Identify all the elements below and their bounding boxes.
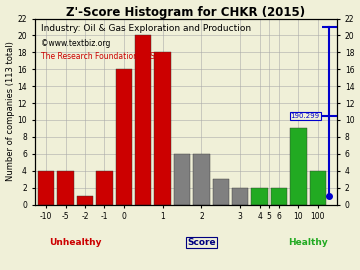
Text: Healthy: Healthy [288,238,328,247]
Text: ©www.textbiz.org: ©www.textbiz.org [41,39,110,48]
Bar [310,171,326,204]
Bar [232,188,248,204]
Bar [271,188,287,204]
Bar [38,171,54,204]
Text: The Research Foundation of SUNY: The Research Foundation of SUNY [41,52,170,61]
Text: Score: Score [187,238,216,247]
Title: Z'-Score Histogram for CHKR (2015): Z'-Score Histogram for CHKR (2015) [66,6,305,19]
Bar [174,154,190,204]
Bar [251,188,268,204]
Bar [212,179,229,204]
Text: Industry: Oil & Gas Exploration and Production: Industry: Oil & Gas Exploration and Prod… [41,24,251,33]
Bar [135,35,152,204]
Bar [77,196,93,204]
Bar [116,69,132,204]
Y-axis label: Number of companies (113 total): Number of companies (113 total) [5,42,14,181]
Text: 190.299: 190.299 [291,113,320,119]
Text: Unhealthy: Unhealthy [49,238,102,247]
Bar [57,171,74,204]
Bar [193,154,210,204]
Bar [290,129,307,204]
Bar [96,171,113,204]
Bar [154,52,171,204]
